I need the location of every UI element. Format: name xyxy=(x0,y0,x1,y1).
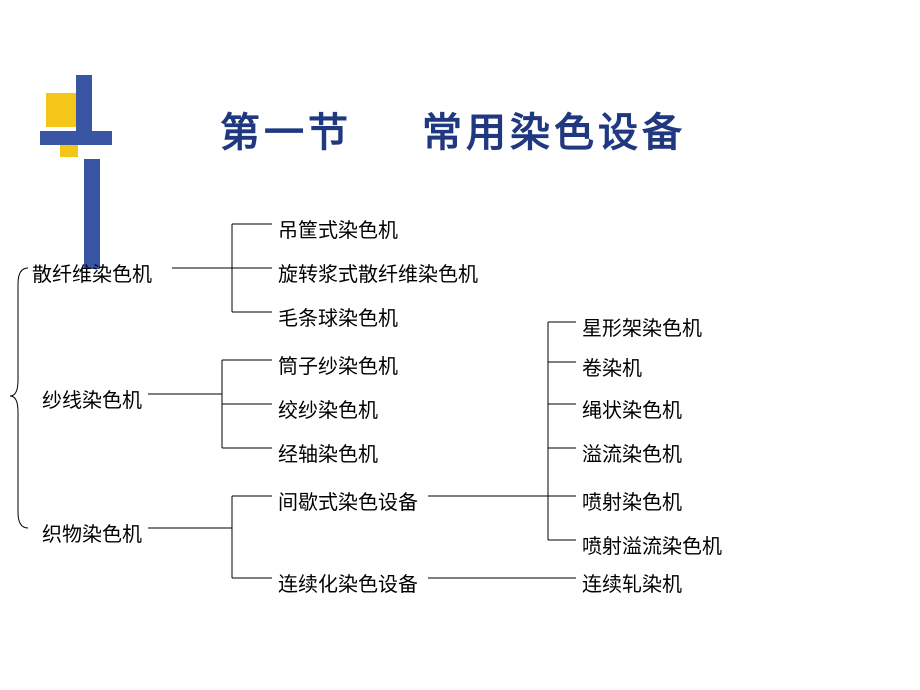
node-g1c2: 旋转浆式散纤维染色机 xyxy=(278,258,478,287)
node-g3c1a: 星形架染色机 xyxy=(582,312,702,341)
node-g3c2: 连续化染色设备 xyxy=(278,568,418,597)
node-g3c1f: 喷射溢流染色机 xyxy=(582,530,722,559)
node-g3c2a: 连续轧染机 xyxy=(582,568,682,597)
node-g3c1d: 溢流染色机 xyxy=(582,438,682,467)
node-g3c1b: 卷染机 xyxy=(582,352,642,381)
node-g3: 织物染色机 xyxy=(42,518,142,547)
node-g2c1: 筒子纱染色机 xyxy=(278,350,398,379)
node-g3c1e: 喷射染色机 xyxy=(582,486,682,515)
node-g3c1: 间歇式染色设备 xyxy=(278,486,418,515)
node-g1: 散纤维染色机 xyxy=(32,258,152,287)
node-g2c2: 绞纱染色机 xyxy=(278,394,378,423)
node-g2c3: 经轴染色机 xyxy=(278,438,378,467)
page-title: 第一节 常用染色设备 xyxy=(220,100,686,158)
node-g3c1c: 绳状染色机 xyxy=(582,394,682,423)
node-g1c1: 吊筐式染色机 xyxy=(278,214,398,243)
node-g2: 纱线染色机 xyxy=(42,384,142,413)
node-g1c3: 毛条球染色机 xyxy=(278,302,398,331)
slide-logo xyxy=(40,75,130,195)
